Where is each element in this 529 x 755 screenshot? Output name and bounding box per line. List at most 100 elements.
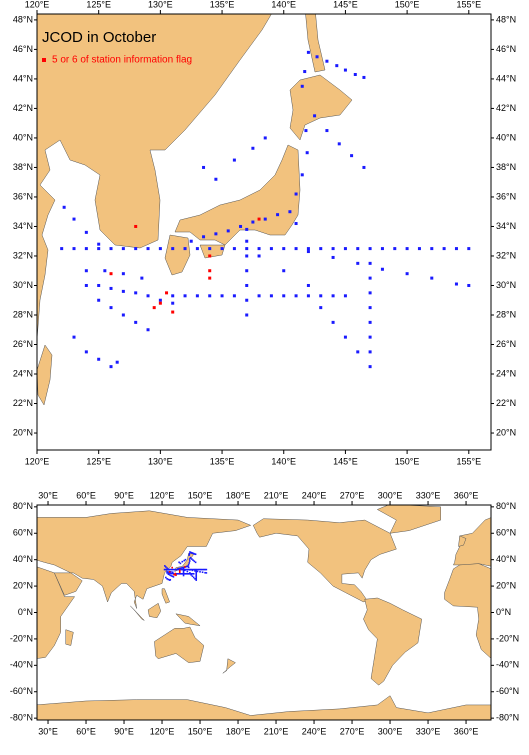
station [97,283,101,287]
station [430,247,434,251]
x-tick-label: 60°E [76,490,96,500]
station [190,552,193,554]
station [177,573,180,575]
station [192,573,195,575]
y-tick-label: 40°N [496,132,516,142]
x-tick-label: 270°E [340,726,365,736]
station [146,294,150,298]
station [305,151,309,155]
stations-regional [60,50,471,369]
y-tick-label: 24°N [13,368,33,378]
station [170,571,172,573]
station [167,573,170,576]
station [84,283,88,287]
station [165,568,167,571]
station [343,335,347,339]
station [192,552,195,555]
land [37,510,252,609]
station [178,573,181,575]
station [196,570,199,573]
y-tick-label: 32°N [13,250,33,260]
station [188,554,191,556]
x-tick-label: 155°E [456,0,481,9]
y-tick-label: 36°N [496,191,516,201]
station [232,158,236,162]
station [134,291,138,295]
station [245,227,249,231]
station [208,276,212,280]
station [134,247,138,251]
station [189,551,191,553]
station [97,247,101,251]
station [179,562,182,565]
station [282,247,286,251]
station [195,572,198,575]
station [190,574,192,576]
station [171,571,174,574]
station [232,247,236,251]
station [306,294,310,298]
station [183,247,187,251]
y-tick-label: 34°N [13,221,33,231]
station [174,572,177,575]
land [252,518,397,603]
station [170,572,172,575]
station [214,232,218,236]
station [184,569,186,572]
station [189,569,191,571]
y-tick-label: 36°N [13,191,33,201]
station [192,576,195,579]
x-tick-label: 30°E [38,726,58,736]
station [187,573,190,575]
station [405,272,409,276]
station [380,267,384,271]
station [220,294,224,298]
x-tick-label: 150°E [395,456,420,466]
station [97,242,101,246]
station [192,568,195,571]
station [184,558,187,561]
station [183,559,185,562]
land [37,566,76,659]
station [300,84,304,88]
x-tick-label: 330°E [416,726,441,736]
x-tick-label: 120°E [25,0,50,9]
y-tick-label: 80°N [496,501,516,511]
station [204,568,206,571]
y-tick-label: 80°N [13,501,33,511]
y-tick-label: 40°N [496,554,516,564]
station [343,68,347,72]
station [343,247,347,251]
station [195,571,198,574]
station [199,568,201,571]
station [199,571,201,573]
station [181,560,184,563]
x-tick-label: 120°E [150,490,175,500]
x-tick-label: 145°E [333,0,358,9]
station [72,217,76,221]
station [176,573,179,575]
station [195,294,199,298]
station [331,320,335,324]
station [187,563,190,566]
station [178,567,180,570]
station [467,247,471,251]
station [184,573,186,575]
x-tick-label: 135°E [210,0,235,9]
station [257,254,261,258]
station [232,294,236,298]
station [195,570,198,572]
station [331,247,335,251]
station [180,567,183,569]
y-tick-label: -40°N [496,660,519,670]
x-tick-label: 155°E [456,456,481,466]
station [185,565,188,568]
y-tick-label: 40°N [13,132,33,142]
station [190,568,192,571]
station [171,572,173,575]
station [84,230,88,234]
legend-label: 5 or 6 of station information flag [52,55,192,66]
station [263,217,267,221]
station [319,306,323,310]
x-tick-label: 240°E [302,490,327,500]
